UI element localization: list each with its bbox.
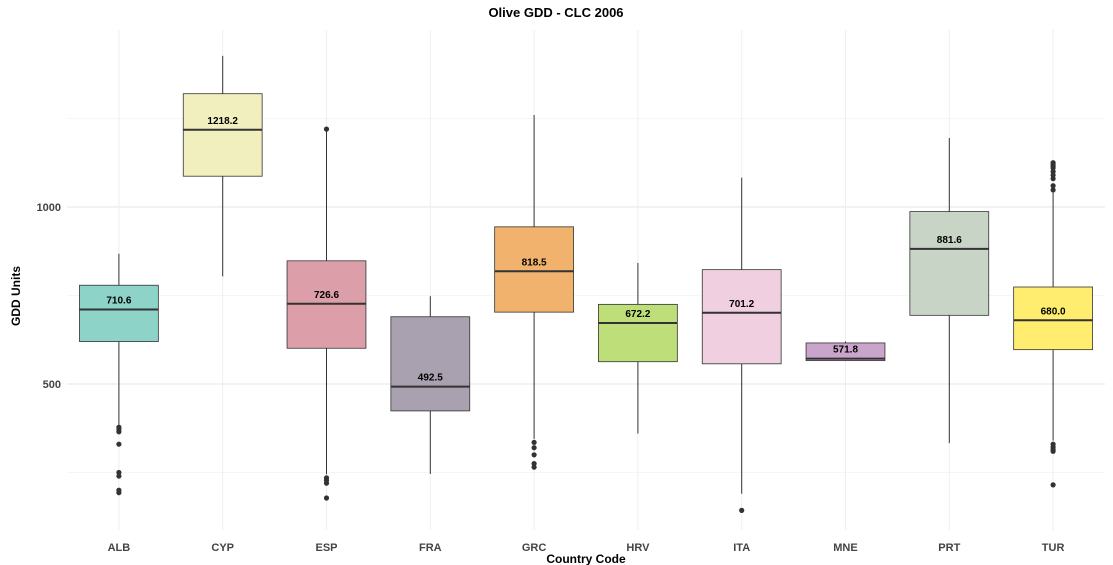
x-tick-label: MNE <box>833 542 857 554</box>
median-label: 571.8 <box>833 345 858 356</box>
median-label: 726.6 <box>314 290 339 301</box>
x-tick-label: FRA <box>419 542 442 554</box>
box-ita <box>701 269 782 365</box>
outlier-point <box>739 507 745 513</box>
box-hrv <box>598 303 678 363</box>
chart-title: Olive GDD - CLC 2006 <box>488 5 623 20</box>
y-tick-label: 500 <box>43 379 61 391</box>
outlier-point <box>1050 176 1056 182</box>
median-label: 492.5 <box>418 373 443 384</box>
outlier-point <box>531 439 537 446</box>
median-label: 672.2 <box>625 309 650 320</box>
x-tick-label: TUR <box>1042 542 1065 554</box>
box-layer <box>79 55 1093 513</box>
outlier-point <box>116 490 122 496</box>
outlier-point <box>531 464 537 470</box>
x-tick-label: HRV <box>626 542 650 554</box>
median-label: 881.6 <box>937 235 962 246</box>
outlier-point <box>323 126 330 132</box>
x-axis-title: Country Code <box>546 552 626 565</box>
outlier-point <box>1050 183 1056 189</box>
median-label: 1218.2 <box>207 116 238 127</box>
outlier-point <box>323 480 330 486</box>
x-tick-label: ALB <box>108 542 131 554</box>
x-tick-label: PRT <box>938 542 960 554</box>
axis-layer: 500 1000 ALB CYP ESP FRA GRC HRV ITA MNE PRT TUR <box>37 202 1065 554</box>
box-prt <box>909 211 990 316</box>
y-axis-title: GDD Units <box>9 266 23 326</box>
outlier-point <box>1050 187 1056 193</box>
x-tick-label: GRC <box>522 542 547 554</box>
x-tick-label: ITA <box>733 542 750 554</box>
box-alb <box>79 284 159 342</box>
outlier-point <box>323 495 330 501</box>
outlier-point <box>1050 482 1056 488</box>
median-label: 710.6 <box>106 295 131 306</box>
y-tick-label: 1000 <box>37 202 61 214</box>
x-tick-label: ESP <box>315 542 337 554</box>
x-tick-label: CYP <box>211 542 234 554</box>
outlier-point <box>1050 448 1056 454</box>
outlier-point <box>531 445 537 451</box>
outlier-point <box>116 441 122 447</box>
box-mne <box>805 342 886 362</box>
box-tur <box>1013 286 1093 351</box>
outlier-point <box>531 452 537 458</box>
median-label: 701.2 <box>729 299 754 310</box>
box-cyp <box>182 93 263 177</box>
median-label: 680.0 <box>1041 306 1066 317</box>
outlier-point <box>116 429 122 435</box>
outlier-point <box>116 473 122 479</box>
median-label: 818.5 <box>522 257 547 268</box>
box-grc <box>494 226 574 313</box>
label-layer: 710.6 1218.2 726.6 492.5 818.5 672.2 701.2 571.… <box>106 116 1066 384</box>
box-fra <box>390 316 471 412</box>
